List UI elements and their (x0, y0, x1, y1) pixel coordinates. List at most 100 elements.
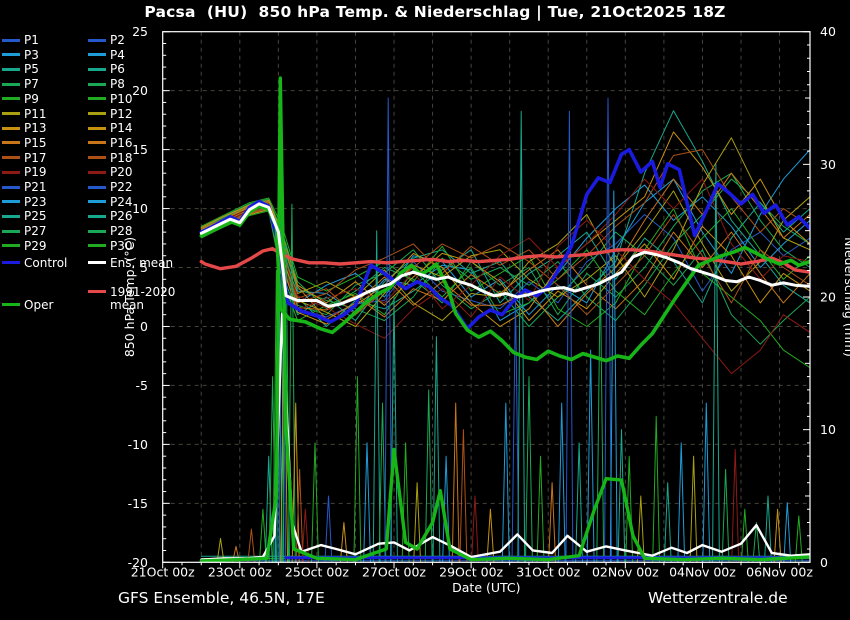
x-axis-tick-label: 06Nov 00z (746, 565, 813, 580)
right-axis-title: Niederschlag (mm) (842, 237, 850, 357)
legend-line-swatch (2, 229, 20, 233)
right-axis-tick-label: 10 (820, 422, 836, 437)
legend-item-p24: P24 (88, 195, 133, 209)
left-axis-tick-label: 15 (132, 142, 148, 157)
x-axis-title: Date (UTC) (452, 580, 520, 595)
legend-line-swatch (2, 261, 20, 264)
legend-label: P17 (24, 150, 47, 165)
legend-label: P23 (24, 194, 47, 209)
page-title: Pacsa (HU) 850 hPa Temp. & Niederschlag … (144, 3, 726, 21)
member-precip-spike (636, 495, 645, 563)
member-precip-spike (794, 515, 803, 563)
legend-label: P8 (110, 77, 125, 92)
right-axis-tick-label: 30 (820, 157, 836, 172)
legend-line-swatch (88, 170, 106, 174)
member-precip-spike (525, 376, 533, 563)
legend-item-p19: P19 (2, 165, 47, 179)
legend-item-p7: P7 (2, 77, 39, 91)
member-precip-spike (413, 482, 422, 563)
legend-item-p10: P10 (88, 92, 133, 106)
member-precip-spike (773, 508, 782, 563)
legend-line-swatch (2, 38, 20, 42)
member-precip-spike (424, 389, 433, 563)
member-precip-spike (740, 508, 749, 563)
member-precip-spike (557, 402, 566, 563)
legend-line-swatch (88, 185, 106, 189)
member-precip-spike (311, 442, 319, 563)
member-precip-spike (712, 163, 720, 563)
member-precip-spike (689, 455, 698, 563)
member-precip-spike (652, 415, 661, 563)
legend-item-p15: P15 (2, 136, 47, 150)
member-precip-spike (565, 110, 574, 563)
left-axis-tick-label: -20 (128, 555, 148, 570)
member-precip-spike (432, 336, 441, 563)
oper-temp-line (199, 204, 810, 363)
legend-label: P21 (24, 180, 47, 194)
legend-line-swatch (2, 126, 20, 130)
legend-label: P22 (110, 180, 133, 194)
legend-label: P9 (24, 91, 39, 106)
legend-item-p3: P3 (2, 48, 39, 62)
legend-item-p9: P9 (2, 92, 39, 106)
legend-line-swatch (2, 214, 20, 218)
legend-item-p22: P22 (88, 180, 133, 194)
legend-line-swatch (88, 82, 106, 86)
legend-label: P5 (24, 62, 39, 77)
member-precip-spike (384, 97, 393, 563)
legend-label: P25 (24, 209, 47, 224)
legend-label: P16 (110, 135, 133, 150)
left-axis-tick-label: -15 (128, 496, 148, 511)
legend-label: P27 (24, 224, 47, 239)
legend-item-p26: P26 (88, 209, 133, 223)
legend-line-swatch (88, 244, 106, 248)
member-precip-spike (486, 508, 495, 563)
legend-line-swatch (2, 170, 20, 174)
member-precip-spike (272, 270, 281, 563)
legend-line-swatch (88, 214, 106, 218)
legend-line-swatch (88, 112, 106, 115)
member-precip-spike (232, 545, 240, 563)
legend-item-p16: P16 (88, 136, 133, 150)
legend-line-swatch (88, 156, 106, 160)
legend-line-swatch (88, 67, 106, 71)
legend-label: P3 (24, 47, 39, 62)
legend-label: P19 (24, 165, 47, 180)
right-axis-tick-label: 40 (820, 24, 836, 39)
right-axis-tick-label: 0 (820, 555, 828, 570)
x-axis-tick-label: 27Oct 00z (362, 565, 426, 580)
legend-item-p2: P2 (88, 33, 125, 47)
legend-line-swatch (2, 185, 20, 189)
legend-line-swatch (88, 200, 106, 204)
member-precip-spike (363, 442, 371, 563)
member-precip-spike (216, 537, 225, 563)
member-precip-spike (609, 190, 618, 563)
legend-line-swatch (88, 229, 106, 233)
legend-label: Oper (24, 297, 54, 312)
legend-label: P18 (110, 150, 133, 165)
legend-line-swatch (88, 38, 106, 42)
member-precip-spike (451, 402, 460, 563)
legend-line-swatch (2, 303, 20, 306)
legend-line-swatch (2, 112, 20, 115)
legend-item-ens-mean: Ens. mean (88, 256, 173, 270)
member-precip-spike (783, 502, 792, 563)
legend-label: P10 (110, 91, 133, 106)
legend-line-swatch (88, 53, 106, 57)
legend-label: Control (24, 255, 68, 270)
legend-label: P11 (24, 106, 47, 121)
legend-item-p8: P8 (88, 77, 125, 91)
legend-item-control: Control (2, 256, 67, 270)
legend-item-p6: P6 (88, 62, 125, 76)
left-axis-title: 850 hPa Temp. (°C) (122, 237, 137, 357)
legend-label: P13 (24, 121, 47, 136)
member-precip-spike (339, 522, 348, 563)
legend-label: P30 (110, 238, 133, 253)
legend-item-p18: P18 (88, 151, 133, 165)
member-precip-spike (617, 429, 626, 563)
legend-line-swatch (88, 126, 106, 130)
left-axis-tick-label: 10 (132, 201, 148, 216)
legend-label: Ens. mean (110, 255, 174, 270)
